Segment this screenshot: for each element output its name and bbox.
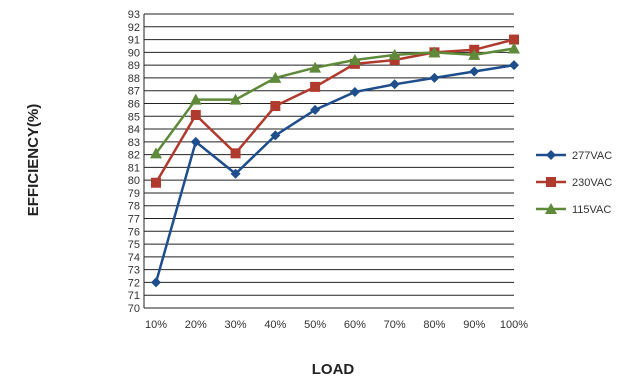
data-point — [190, 136, 201, 147]
x-tick-label: 10% — [145, 319, 167, 331]
y-tick-label: 89 — [128, 60, 140, 72]
series-277VAC — [151, 60, 519, 288]
y-tick-label: 81 — [128, 162, 140, 174]
gridlines — [143, 13, 514, 309]
data-point — [269, 71, 282, 83]
legend-marker — [546, 150, 556, 160]
series-line — [154, 47, 515, 155]
x-tick-label: 60% — [344, 319, 366, 331]
legend-item: 115VAC — [536, 203, 611, 216]
data-point — [270, 101, 281, 112]
data-point — [428, 46, 441, 58]
y-tick-label: 79 — [128, 188, 140, 200]
y-tick-label: 75 — [128, 239, 140, 251]
y-axis-title: EFFICIENCY(%) — [25, 104, 42, 217]
data-point — [310, 81, 321, 92]
y-tick-label: 71 — [128, 290, 140, 302]
data-point — [151, 177, 161, 188]
y-tick-label: 77 — [128, 214, 140, 226]
series-230VAC — [151, 34, 519, 188]
data-point — [389, 79, 400, 90]
y-tick-label: 76 — [128, 226, 140, 238]
legend-label: 277VAC — [572, 150, 612, 162]
y-tick-label: 82 — [128, 150, 140, 162]
data-point — [388, 48, 401, 60]
x-axis-title: LOAD — [312, 361, 355, 378]
series-lines — [150, 34, 520, 288]
y-tick-label: 85 — [128, 111, 140, 123]
y-tick-label: 83 — [128, 137, 140, 149]
legend-item: 277VAC — [536, 150, 612, 162]
data-point — [349, 86, 360, 97]
data-point — [468, 48, 481, 60]
legend-item: 230VAC — [536, 177, 612, 189]
data-point — [310, 104, 321, 115]
y-tick-label: 70 — [128, 303, 140, 315]
y-tick-label: 78 — [128, 201, 140, 213]
x-tick-label: 20% — [185, 319, 207, 331]
y-axis-ticks: 7071727374757677787980818283848586878889… — [128, 9, 140, 315]
series-line — [154, 63, 515, 283]
y-tick-label: 92 — [128, 22, 140, 34]
x-tick-label: 90% — [463, 319, 485, 331]
data-point — [509, 60, 519, 71]
data-point — [230, 148, 241, 159]
series-115VAC — [150, 42, 520, 159]
x-tick-label: 100% — [500, 319, 528, 331]
legend: 277VAC 230VAC 115VAC — [536, 150, 612, 216]
x-tick-label: 40% — [264, 319, 286, 331]
y-tick-label: 80 — [128, 175, 140, 187]
y-tick-label: 74 — [128, 252, 140, 264]
y-tick-label: 93 — [128, 9, 140, 21]
data-point — [389, 55, 400, 66]
data-point — [469, 66, 480, 77]
x-tick-label: 30% — [225, 319, 247, 331]
y-tick-label: 87 — [128, 86, 140, 98]
x-tick-label: 80% — [423, 319, 445, 331]
x-tick-label: 50% — [304, 319, 326, 331]
data-point — [229, 93, 242, 105]
y-tick-label: 86 — [128, 98, 140, 110]
x-axis-ticks: 10% 20% 30% 40% 50% 60% 70% 80% 90% 100% — [145, 319, 528, 331]
data-point — [509, 34, 519, 45]
data-point — [230, 168, 241, 179]
y-tick-label: 90 — [128, 47, 140, 59]
y-tick-label: 84 — [128, 124, 140, 136]
data-point — [190, 109, 201, 120]
y-tick-label: 73 — [128, 265, 140, 277]
data-point — [309, 61, 322, 73]
data-point — [429, 72, 440, 83]
data-point — [508, 42, 520, 54]
x-tick-label: 70% — [384, 319, 406, 331]
data-point — [189, 93, 202, 105]
y-tick-label: 72 — [128, 277, 140, 289]
data-point — [348, 54, 361, 66]
legend-label: 230VAC — [572, 177, 612, 189]
legend-label: 115VAC — [572, 204, 611, 216]
series-line — [154, 38, 515, 184]
y-tick-label: 88 — [128, 73, 140, 85]
legend-marker — [546, 177, 556, 187]
data-point — [270, 130, 281, 141]
y-tick-label: 91 — [128, 35, 140, 47]
legend-marker — [545, 203, 557, 214]
data-point — [151, 277, 161, 288]
data-point — [150, 147, 162, 159]
